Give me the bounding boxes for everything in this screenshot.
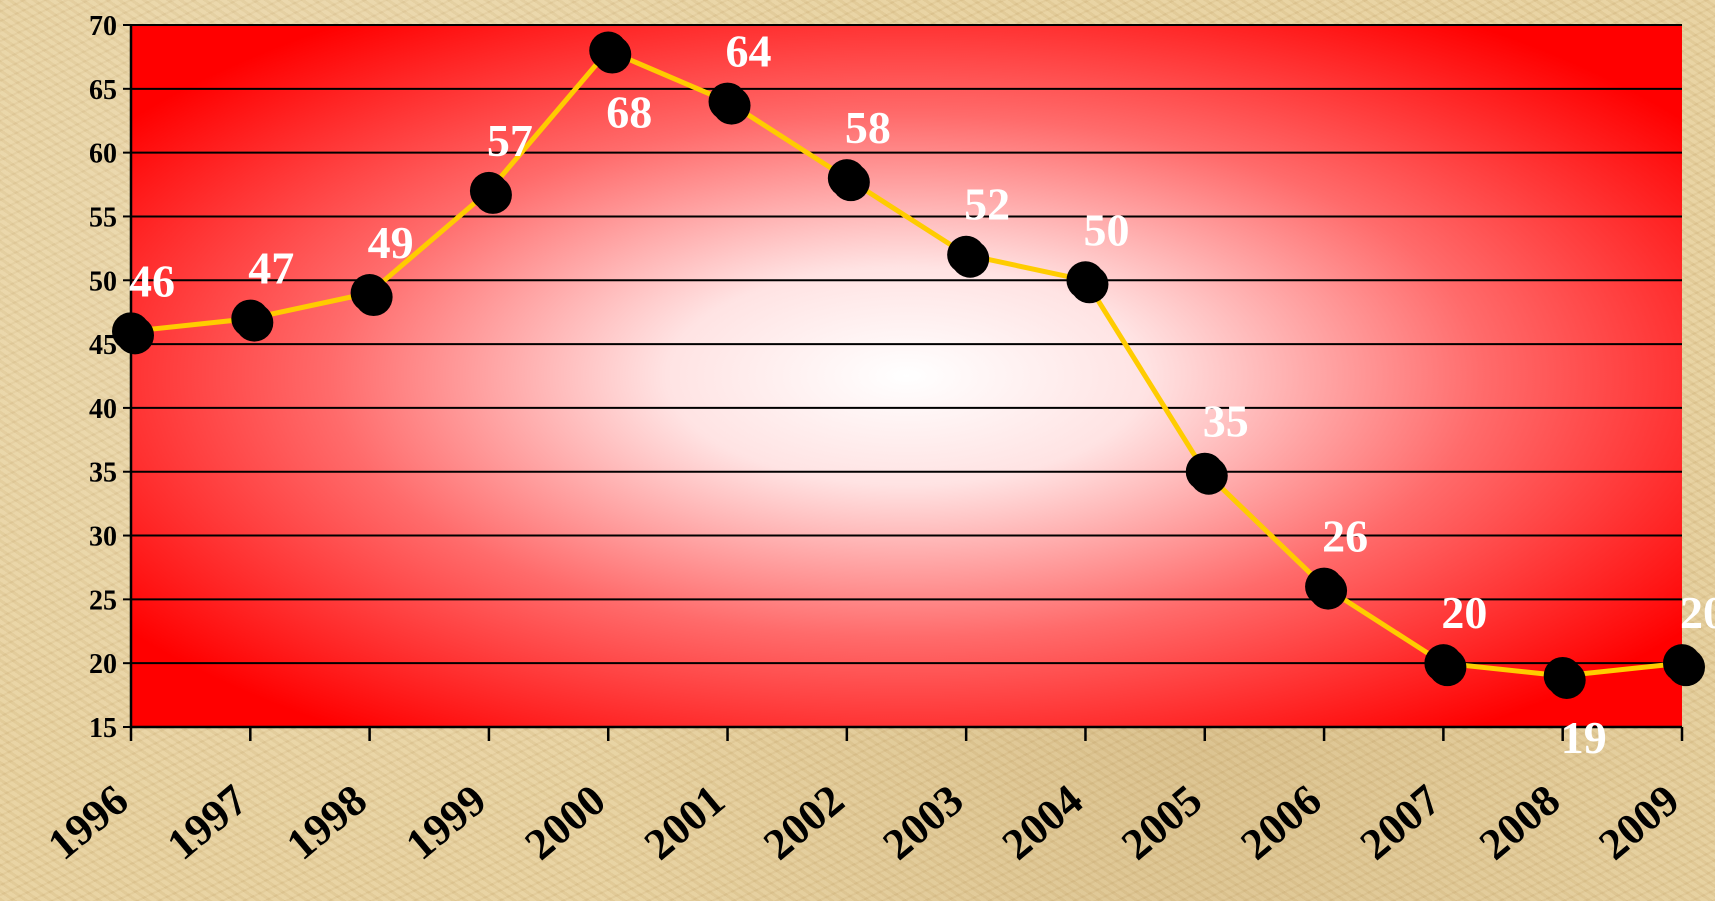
- data-label: 20: [1680, 587, 1715, 638]
- data-label: 26: [1322, 511, 1368, 562]
- data-label: 64: [726, 26, 772, 77]
- plot-area: [131, 25, 1682, 727]
- y-tick-label: 30: [89, 522, 117, 553]
- y-tick-label: 35: [89, 458, 117, 489]
- x-tick-label: 1996: [39, 775, 138, 869]
- x-tick-label: 2005: [1112, 775, 1211, 869]
- data-points: [112, 31, 1705, 699]
- data-label: 49: [368, 217, 414, 268]
- x-tick-label: 1997: [158, 775, 257, 869]
- x-tick-label: 1999: [396, 775, 495, 869]
- data-point: [589, 31, 628, 70]
- x-tick-label: 2006: [1232, 775, 1331, 869]
- data-label: 57: [487, 115, 533, 166]
- data-label: 19: [1561, 712, 1607, 763]
- series-line-path: [130, 48, 1683, 679]
- x-tick-label: 1998: [277, 775, 376, 869]
- data-point: [1305, 567, 1344, 606]
- data-point: [231, 299, 270, 338]
- data-point: [1424, 644, 1463, 683]
- data-point: [350, 274, 389, 313]
- y-tick-label: 40: [89, 394, 117, 425]
- data-label: 68: [606, 87, 652, 138]
- data-label: 47: [248, 243, 294, 294]
- data-point: [112, 312, 150, 351]
- x-tick-label: 2007: [1351, 775, 1450, 869]
- y-tick-label: 55: [89, 202, 117, 233]
- series-line: [130, 48, 1683, 679]
- x-tick-label: 2009: [1590, 775, 1689, 869]
- data-label: 46: [129, 255, 175, 306]
- y-tick-label: 20: [89, 649, 117, 680]
- x-tick-labels: 1996 1997 1998 1999 2000 2001 2002 2003 2004 2005…: [39, 775, 1689, 869]
- y-tick-label: 45: [89, 330, 117, 361]
- x-tick-label: 2003: [874, 775, 973, 869]
- x-tick-label: 2008: [1470, 775, 1569, 869]
- y-tick-label: 50: [89, 266, 117, 297]
- y-tick-label: 65: [89, 75, 117, 106]
- y-tick-label: 60: [89, 139, 117, 170]
- y-tick-label: 70: [89, 11, 117, 42]
- data-point: [1066, 261, 1105, 300]
- y-tick-labels: 70 65 60 55 50 45 40 35 30 25 20 15: [89, 11, 117, 744]
- data-point: [1185, 452, 1224, 491]
- data-label: 20: [1441, 587, 1487, 638]
- data-label: 58: [845, 102, 891, 153]
- x-tick-label: 2001: [635, 775, 734, 869]
- data-point: [469, 171, 508, 210]
- axes: [123, 24, 1684, 741]
- data-label: 35: [1203, 396, 1249, 447]
- data-point: [827, 159, 866, 198]
- data-point: [1543, 656, 1582, 695]
- data-point: [947, 235, 986, 274]
- data-labels: 46 47 49 57 68 64 58 52 50 35 26 20 19 20: [129, 26, 1715, 763]
- x-tick-label: 2002: [754, 775, 853, 869]
- x-tick-label: 2000: [516, 775, 615, 869]
- data-point: [1663, 644, 1701, 683]
- y-tick-label: 25: [89, 585, 117, 616]
- data-label: 52: [964, 179, 1010, 230]
- data-label: 50: [1083, 204, 1129, 255]
- y-tick-label: 15: [89, 713, 117, 744]
- grid-lines: [131, 24, 1682, 728]
- data-point: [708, 82, 747, 121]
- x-tick-label: 2004: [993, 775, 1092, 869]
